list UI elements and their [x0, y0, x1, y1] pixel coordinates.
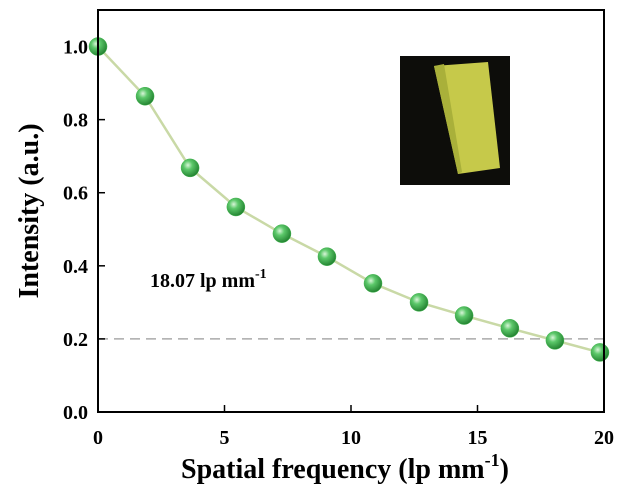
x-tick-label: 5 — [220, 427, 230, 449]
y-tick-label: 1.0 — [63, 37, 88, 59]
annotation: 18.07 lp mm-1 — [150, 267, 267, 292]
data-point — [272, 224, 292, 243]
x-tick-label: 10 — [341, 427, 361, 449]
y-axis-label: Intensity (a.u.) — [14, 123, 45, 298]
y-tick-label: 0.2 — [63, 329, 88, 351]
data-point — [454, 306, 474, 325]
x-tick-label: 15 — [468, 427, 488, 449]
data-point — [135, 86, 155, 106]
y-tick-label: 0.8 — [63, 110, 88, 132]
data-point — [363, 274, 383, 293]
x-tick-label: 0 — [93, 427, 103, 449]
data-point — [409, 293, 429, 312]
inset-photo — [400, 56, 510, 185]
plot-frame — [97, 9, 605, 413]
data-point — [226, 197, 246, 217]
y-tick-label: 0.4 — [63, 256, 88, 278]
x-tick-label: 20 — [594, 427, 614, 449]
x-axis-label: Spatial frequency (lp mm-1) — [181, 450, 509, 485]
y-tick-label: 0.0 — [63, 402, 88, 424]
data-point — [590, 343, 610, 362]
data-point — [545, 331, 565, 350]
data-point — [500, 319, 520, 338]
data-point — [317, 247, 337, 266]
data-point — [180, 158, 200, 178]
series-line — [97, 45, 601, 354]
y-tick-label: 0.6 — [63, 183, 88, 205]
